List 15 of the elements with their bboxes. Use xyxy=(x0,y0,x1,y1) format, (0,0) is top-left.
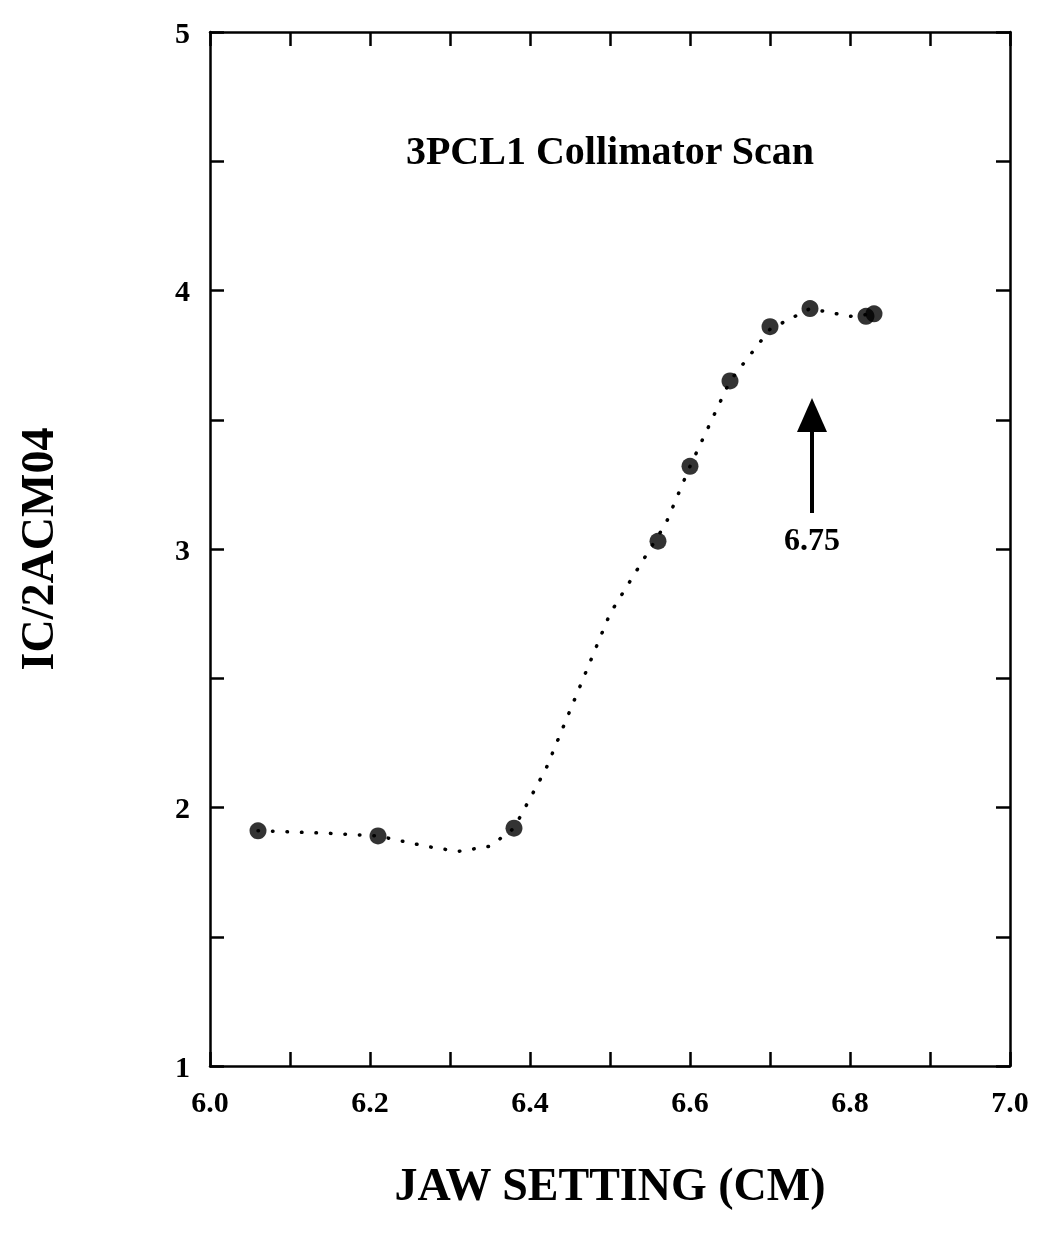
y-tick-label: 5 xyxy=(175,15,190,49)
y-tick-label: 4 xyxy=(175,274,190,307)
y-axis-title: IC/2ACM04 xyxy=(11,427,63,671)
y-tick-label: 3 xyxy=(175,532,190,566)
x-tick-label: 6.2 xyxy=(351,1084,389,1118)
annotation: 6.75 xyxy=(784,521,840,557)
x-tick-label: 6.4 xyxy=(511,1084,549,1118)
x-tick-label: 6.0 xyxy=(191,1084,229,1118)
x-tick-label: 6.6 xyxy=(671,1084,709,1118)
y-tick-label: 2 xyxy=(175,791,190,824)
x-axis-title: JAW SETTING (CM) xyxy=(394,1158,826,1210)
x-tick-label: 6.8 xyxy=(831,1084,869,1118)
text: 3PCL1 Collimator Scan xyxy=(405,127,815,173)
x-tick-label: 7.0 xyxy=(991,1084,1029,1118)
y-tick-label: 1 xyxy=(175,1049,190,1083)
